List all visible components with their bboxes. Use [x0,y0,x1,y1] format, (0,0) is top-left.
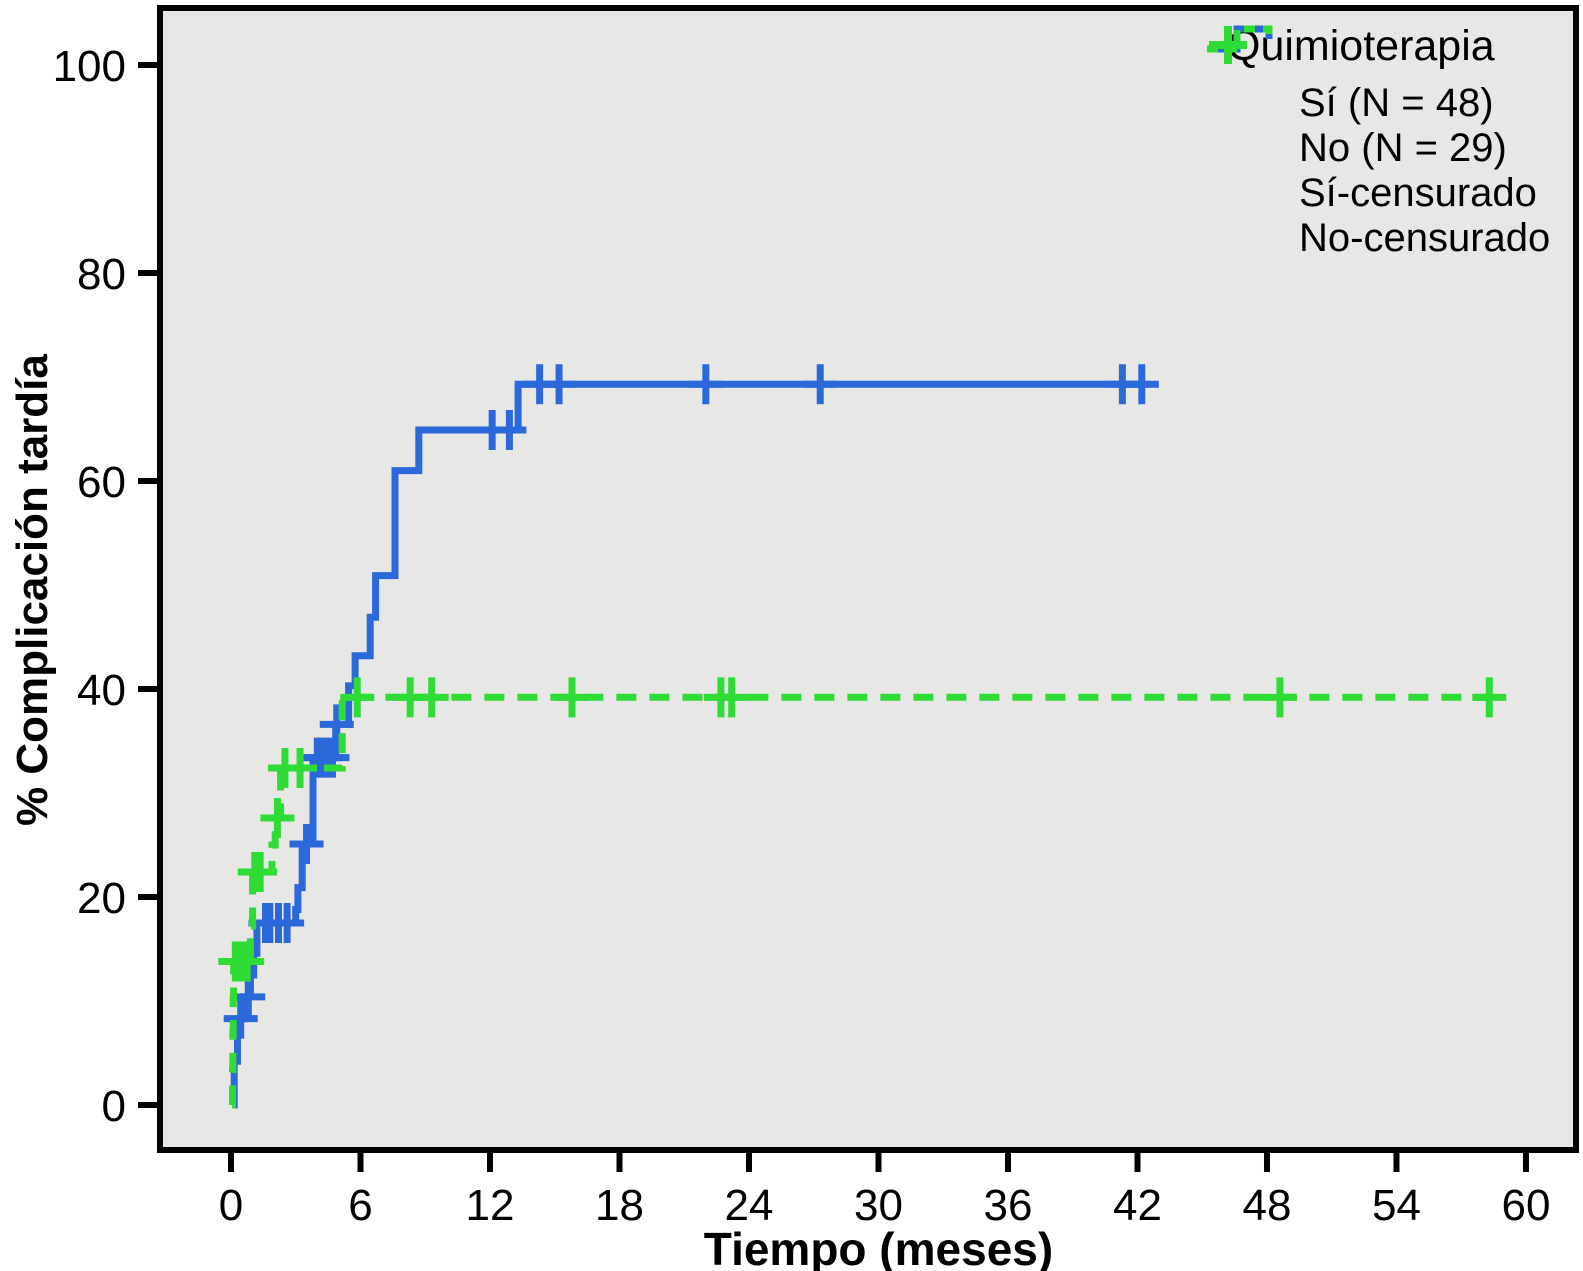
censor-marks-1 [218,677,1507,982]
legend-item-label: Sí-censurado [1299,171,1537,215]
x-tick-label: 6 [348,1181,372,1230]
legend-item-label: No-censurado [1299,216,1551,260]
y-tick-label: 60 [77,458,126,507]
series-curves [218,364,1507,1109]
legend-item: No (N = 29) [1205,25,1575,171]
censor-marks-0 [223,364,1159,1039]
y-axis-title: % Complicación tardía [8,354,57,826]
y-axis: 0 20 40 60 80 100 [53,42,160,1131]
legend-items: Sí (N = 48) No (N = 29) Sí-censurado No-cen… [1205,25,1575,261]
x-tick-label: 54 [1372,1181,1421,1230]
x-tick-label: 48 [1243,1181,1292,1230]
x-tick-label: 36 [984,1181,1033,1230]
y-tick-label: 80 [77,250,126,299]
y-tick-label: 40 [77,666,126,715]
y-tick-label: 20 [77,874,126,923]
series-line-1 [229,693,1496,1109]
x-tick-label: 12 [466,1181,515,1230]
x-tick-label: 0 [219,1181,243,1230]
y-tick-label: 100 [53,42,126,91]
legend-item: No-censurado [1205,26,1575,261]
legend-item: Sí (N = 48) [1205,25,1575,126]
legend: Quimioterapia Sí (N = 48) No (N = 29) Sí-c… [1205,22,1575,261]
plot-frame [157,5,1579,1153]
x-tick-label: 42 [1113,1181,1162,1230]
x-tick-label: 30 [854,1181,903,1230]
x-axis-title: Tiempo (meses) [703,1223,1054,1271]
x-tick-label: 60 [1502,1181,1551,1230]
y-tick-label: 0 [102,1082,126,1131]
legend-item: Sí-censurado [1205,26,1575,216]
legend-item-label: Sí (N = 48) [1299,81,1494,125]
x-tick-label: 24 [725,1181,774,1230]
legend-item-label: No (N = 29) [1299,126,1507,170]
x-tick-label: 18 [595,1181,644,1230]
x-axis: 0 6 12 18 24 30 36 42 48 54 60 [219,1150,1551,1230]
